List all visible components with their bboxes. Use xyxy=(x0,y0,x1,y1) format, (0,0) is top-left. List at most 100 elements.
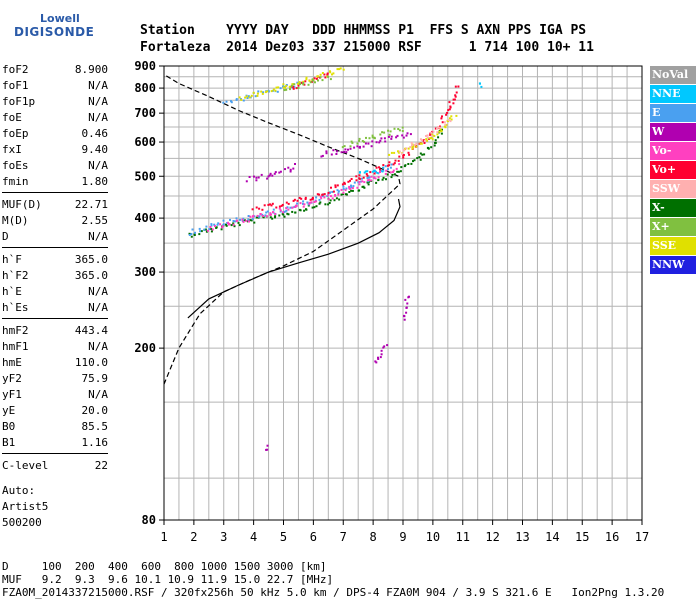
auto-scaling-info: Auto: Artist5 500200 xyxy=(2,483,48,531)
param-row: B1 1.16 xyxy=(2,435,108,451)
echo-point xyxy=(401,152,403,155)
echo-point xyxy=(222,223,225,226)
muf-row: MUF 9.2 9.3 9.6 10.1 10.9 11.9 15.0 22.7… xyxy=(2,573,334,586)
echo-point xyxy=(448,117,451,120)
x-tick-label: 12 xyxy=(485,530,499,544)
echo-point xyxy=(299,83,302,86)
echo-point xyxy=(342,193,345,195)
echo-point xyxy=(383,345,386,348)
echo-point xyxy=(272,208,275,211)
echo-point xyxy=(457,85,460,88)
echo-point xyxy=(210,228,213,230)
echo-point xyxy=(360,177,363,180)
echo-point xyxy=(350,178,353,180)
echo-point xyxy=(194,231,196,234)
echo-point xyxy=(411,144,413,147)
auto-code: 500200 xyxy=(2,516,42,529)
echo-point xyxy=(436,133,439,136)
echo-point xyxy=(392,163,395,166)
echo-point xyxy=(324,76,327,79)
echo-point xyxy=(239,218,241,221)
x-tick-label: 5 xyxy=(280,530,287,544)
echo-point xyxy=(303,83,306,86)
echo-point xyxy=(296,199,299,202)
echo-point xyxy=(455,91,458,94)
echo-point xyxy=(305,78,308,81)
echo-point xyxy=(216,223,219,226)
echo-point xyxy=(430,131,433,134)
echo-point xyxy=(373,172,376,175)
echo-point xyxy=(318,202,321,205)
echo-point xyxy=(302,202,304,205)
echo-point xyxy=(246,220,249,223)
echo-point xyxy=(406,132,409,135)
echo-point xyxy=(382,166,385,169)
param-value: 85.5 xyxy=(81,420,109,433)
echo-point xyxy=(378,166,380,169)
echo-point xyxy=(285,207,288,210)
x-tick-label: 4 xyxy=(250,530,257,544)
echo-point xyxy=(398,129,401,132)
echo-point xyxy=(313,206,316,209)
echo-point xyxy=(341,183,344,186)
echo-point xyxy=(452,102,455,105)
echo-point xyxy=(434,127,437,130)
digisonde-logo: Lowell DIGISONDE xyxy=(2,8,122,48)
echo-point xyxy=(263,204,266,207)
x-tick-label: 15 xyxy=(575,530,589,544)
echo-point xyxy=(253,175,255,178)
param-row: fxI 9.40 xyxy=(2,142,108,158)
echo-point xyxy=(282,213,285,216)
echo-point xyxy=(437,136,440,139)
echo-point xyxy=(429,134,432,136)
param-label: fmin xyxy=(2,175,29,188)
echo-point xyxy=(397,128,400,130)
param-row: yF1 N/A xyxy=(2,387,108,403)
echo-point xyxy=(367,183,370,186)
echo-point xyxy=(257,90,260,93)
param-label: yF1 xyxy=(2,388,22,401)
echo-point xyxy=(315,205,318,208)
legend-item: E xyxy=(650,104,696,122)
echo-point xyxy=(274,215,277,218)
echo-point xyxy=(296,202,299,205)
echo-point xyxy=(301,81,303,84)
param-row: hmE 110.0 xyxy=(2,355,108,371)
echo-point xyxy=(434,139,437,142)
echo-point xyxy=(278,207,281,210)
echo-point xyxy=(198,233,201,236)
echo-point xyxy=(360,180,362,183)
echo-point xyxy=(331,197,334,200)
echo-point xyxy=(302,200,305,203)
echo-point xyxy=(385,178,387,181)
param-label: C-level xyxy=(2,459,49,472)
echo-point xyxy=(281,203,284,206)
echo-point xyxy=(416,157,419,160)
echo-point xyxy=(191,228,194,231)
y-tick-label: 200 xyxy=(134,341,156,355)
echo-point xyxy=(431,138,434,141)
echo-point xyxy=(287,213,290,216)
echo-point xyxy=(349,147,352,150)
echo-point xyxy=(251,218,254,221)
echo-point xyxy=(270,204,273,207)
param-value: 365.0 xyxy=(74,269,108,282)
echo-point xyxy=(287,202,290,205)
echo-point xyxy=(377,178,380,181)
echo-point xyxy=(269,214,272,216)
echo-point xyxy=(294,163,296,165)
echo-point xyxy=(292,87,295,90)
param-label: h`F2 xyxy=(2,269,29,282)
param-label: B0 xyxy=(2,420,16,433)
echo-point xyxy=(244,96,247,99)
echo-point xyxy=(403,318,406,321)
auto-program: Artist5 xyxy=(2,500,49,513)
echo-point xyxy=(256,214,259,217)
echo-point xyxy=(367,180,370,183)
echo-point xyxy=(387,135,390,138)
echo-point xyxy=(440,132,443,135)
echo-point xyxy=(260,173,263,176)
echo-point xyxy=(350,186,353,189)
echo-point xyxy=(337,192,340,195)
echo-point xyxy=(253,221,256,224)
